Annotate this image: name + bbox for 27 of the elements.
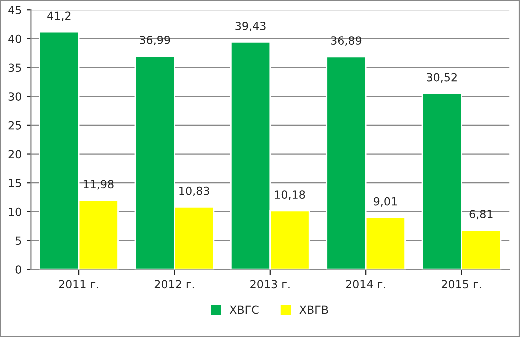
y-tick-label: 45 xyxy=(8,6,22,14)
data-label: 10,18 xyxy=(275,190,306,200)
data-label: 41,2 xyxy=(48,12,71,22)
y-tick-label: 35 xyxy=(8,64,22,72)
y-tick-label: 25 xyxy=(8,121,22,130)
x-tick-label: 2011 г. xyxy=(59,280,98,289)
x-tick-label: 2015 г. xyxy=(442,280,482,289)
y-tick-label: 10 xyxy=(9,208,22,216)
y-tick-label: 15 xyxy=(9,179,22,188)
x-tick-label: 2013 г. xyxy=(250,280,290,289)
y-tick-label: 0 xyxy=(16,266,22,274)
legend-label: ХВГС xyxy=(230,306,259,314)
data-label: 36,89 xyxy=(331,36,362,46)
legend-label: ХВГВ xyxy=(300,306,328,314)
y-tick-label: 20 xyxy=(8,150,22,159)
x-tick-label: 2014 г. xyxy=(346,280,386,289)
y-tick-label: 5 xyxy=(16,236,22,246)
y-tick-label: 30 xyxy=(8,92,22,101)
data-label: 30,52 xyxy=(427,73,457,83)
data-label: 6,81 xyxy=(470,210,493,220)
y-tick-label: 40 xyxy=(8,34,22,44)
x-tick-label: 2012 г. xyxy=(154,280,194,289)
data-label: 39,43 xyxy=(236,22,266,32)
data-label: 10,83 xyxy=(180,186,210,196)
data-label: 9,01 xyxy=(374,197,398,207)
data-label: 36,99 xyxy=(140,36,170,46)
data-label: 11,98 xyxy=(84,180,114,190)
